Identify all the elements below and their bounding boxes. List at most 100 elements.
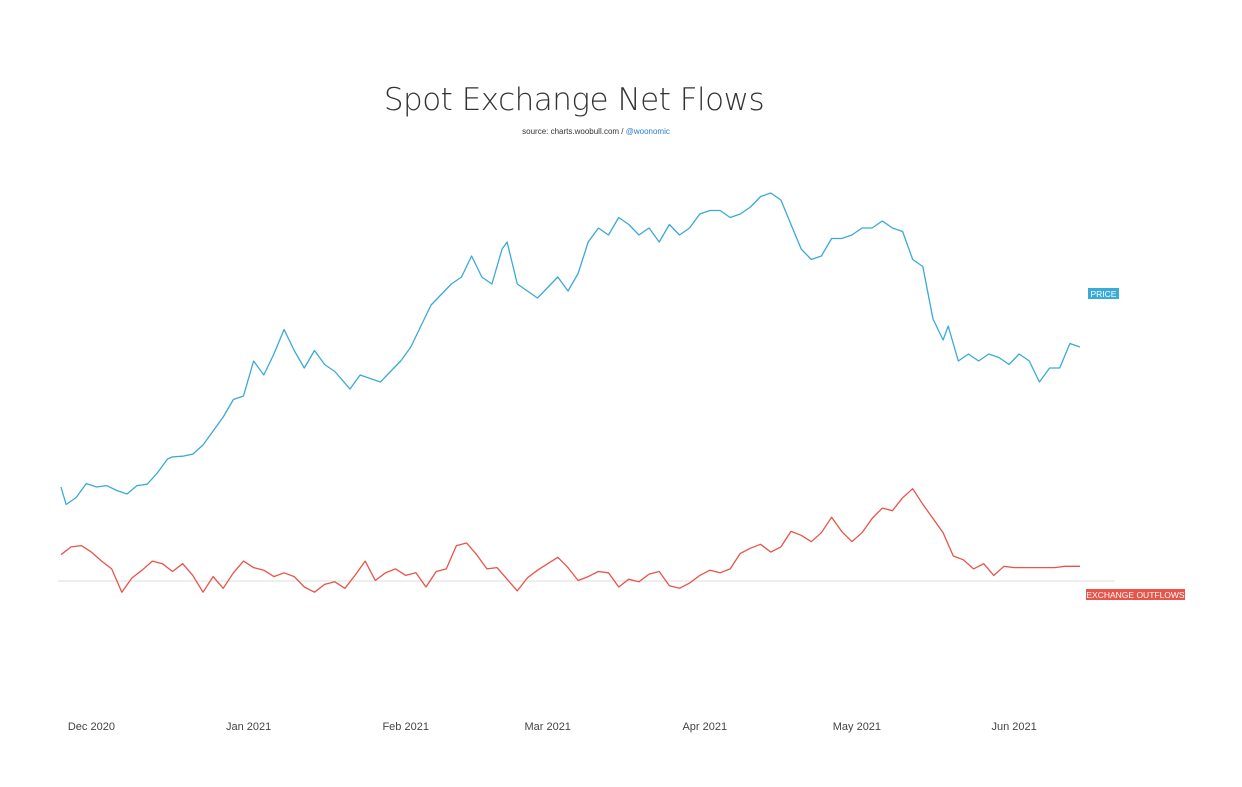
outflow-point-33 (394, 567, 397, 570)
outflow-point-83 (901, 496, 904, 499)
price-point-66 (719, 209, 722, 212)
outflow-point-22 (283, 571, 286, 574)
price-point-26 (313, 349, 316, 352)
outflow-point-98 (1053, 566, 1056, 569)
outflow-point-15 (212, 575, 215, 578)
outflow-point-0 (59, 553, 62, 556)
outflow-point-95 (1023, 566, 1026, 569)
price-point-102 (1078, 345, 1081, 348)
x-axis-ticks: Dec 2020 Jan 2021 Feb 2021 Mar 2021 Apr 2021… (68, 721, 1037, 733)
outflow-point-51 (577, 579, 580, 582)
price-point-30 (359, 373, 362, 376)
price-point-8 (135, 484, 138, 487)
outflow-point-91 (982, 562, 985, 565)
outflow-point-36 (424, 585, 427, 588)
outflow-point-84 (911, 487, 914, 490)
price-point-40 (460, 275, 463, 278)
price-point-82 (881, 219, 884, 222)
price-point-55 (607, 233, 610, 236)
outflow-point-28 (343, 587, 346, 590)
price-point-63 (688, 226, 691, 229)
outflow-point-37 (435, 570, 438, 573)
price-point-59 (648, 226, 651, 229)
price-point-50 (556, 275, 559, 278)
outflow-point-56 (627, 578, 630, 581)
outflow-point-40 (465, 541, 468, 544)
outflow-point-20 (262, 569, 265, 572)
price-point-58 (637, 233, 640, 236)
outflow-point-4 (100, 560, 103, 563)
price-point-94 (997, 356, 1000, 359)
x-tick-label-6: Jun 2021 (991, 721, 1036, 733)
price-point-68 (739, 212, 742, 215)
author-handle-link[interactable]: @woonomic (625, 127, 670, 136)
outflow-point-57 (637, 580, 640, 583)
outflow-point-26 (323, 583, 326, 586)
outflow-point-30 (364, 560, 367, 563)
outflow-point-46 (526, 576, 529, 579)
outflow-point-21 (272, 575, 275, 578)
price-point-62 (678, 233, 681, 236)
price-point-49 (546, 286, 549, 289)
price-point-0 (59, 485, 62, 488)
price-point-45 (506, 240, 509, 243)
price-point-60 (658, 240, 661, 243)
outflow-point-55 (617, 585, 620, 588)
price-point-6 (115, 489, 118, 492)
exchange-outflows-line (60, 488, 1080, 593)
price-point-91 (967, 352, 970, 355)
x-tick-label-2: Feb 2021 (382, 721, 428, 733)
outflow-point-16 (222, 587, 225, 590)
price-point-46 (516, 282, 519, 285)
exchange-outflows-series (59, 487, 1080, 594)
exchange-outflows-series-label: EXCHANGE OUTFLOWS (1086, 589, 1185, 600)
price-point-47 (526, 289, 529, 292)
price-point-34 (399, 359, 402, 362)
x-tick-label-5: May 2021 (833, 721, 881, 733)
price-point-93 (987, 352, 990, 355)
price-point-89 (947, 324, 950, 327)
outflow-point-86 (931, 517, 934, 520)
price-point-72 (779, 198, 782, 201)
price-point-57 (627, 223, 630, 226)
price-series-label: PRICE (1088, 288, 1119, 299)
outflow-point-41 (475, 553, 478, 556)
outflow-point-45 (516, 589, 519, 592)
outflow-point-77 (840, 530, 843, 533)
price-point-53 (587, 240, 590, 243)
outflow-point-89 (962, 558, 965, 561)
outflow-point-31 (374, 579, 377, 582)
chart-title: Spot Exchange Net Flows (383, 82, 765, 118)
price-point-3 (85, 482, 88, 485)
outflow-point-53 (597, 570, 600, 573)
price-point-96 (1018, 352, 1021, 355)
outflow-point-34 (404, 574, 407, 577)
outflow-point-13 (191, 574, 194, 577)
outflow-point-7 (130, 576, 133, 579)
x-tick-label-4: Apr 2021 (682, 721, 727, 733)
outflow-point-85 (921, 503, 924, 506)
price-point-69 (749, 205, 752, 208)
outflow-point-58 (648, 573, 651, 576)
outflow-point-25 (313, 591, 316, 594)
price-point-5 (105, 484, 108, 487)
price-point-38 (440, 293, 443, 296)
price-point-98 (1038, 380, 1041, 383)
outflow-point-69 (759, 543, 762, 546)
price-point-15 (201, 443, 204, 446)
price-point-14 (191, 453, 194, 456)
outflow-point-29 (353, 574, 356, 577)
outflow-point-80 (871, 517, 874, 520)
price-point-100 (1058, 366, 1061, 369)
outflow-point-63 (698, 574, 701, 577)
price-point-36 (419, 324, 422, 327)
outflow-point-66 (729, 567, 732, 570)
outflow-point-35 (414, 571, 417, 574)
outflow-point-92 (992, 574, 995, 577)
price-point-79 (850, 233, 853, 236)
outflow-point-93 (1002, 565, 1005, 568)
outflow-point-74 (810, 540, 813, 543)
price-point-4 (95, 485, 98, 488)
price-point-21 (262, 373, 265, 376)
price-point-17 (222, 415, 225, 418)
